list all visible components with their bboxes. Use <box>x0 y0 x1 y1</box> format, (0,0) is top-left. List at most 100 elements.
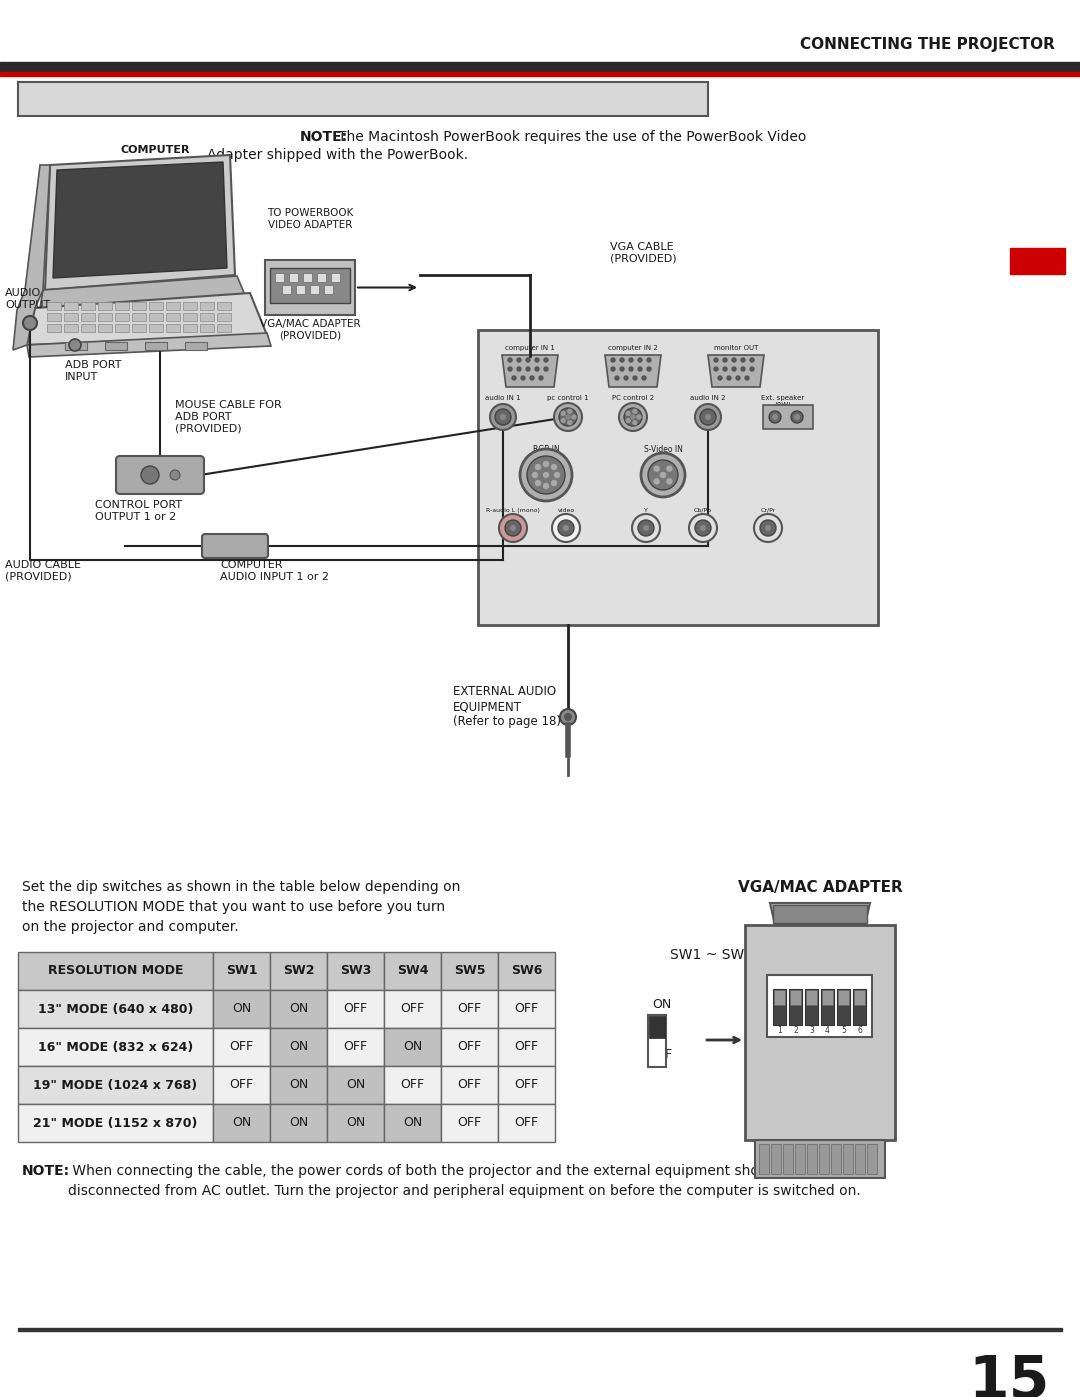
Bar <box>64 324 78 332</box>
Circle shape <box>638 367 642 372</box>
Text: ON: ON <box>346 1078 365 1091</box>
Text: ON: ON <box>346 1116 365 1130</box>
Circle shape <box>508 367 512 372</box>
Bar <box>48 324 60 332</box>
Circle shape <box>562 412 565 415</box>
Circle shape <box>611 358 615 362</box>
Circle shape <box>619 402 647 432</box>
Bar <box>762 405 813 429</box>
Text: NOTE:: NOTE: <box>22 1164 70 1178</box>
Text: 21" MODE (1152 x 870): 21" MODE (1152 x 870) <box>33 1116 198 1130</box>
Text: OFF: OFF <box>458 1003 482 1016</box>
Circle shape <box>543 461 549 467</box>
Bar <box>275 272 284 282</box>
Bar <box>217 302 231 310</box>
Text: RESOLUTION MODE: RESOLUTION MODE <box>48 964 184 978</box>
Circle shape <box>633 420 637 425</box>
Text: ON: ON <box>288 1116 308 1130</box>
Bar <box>64 313 78 321</box>
Circle shape <box>552 514 580 542</box>
Bar <box>318 272 326 282</box>
Circle shape <box>508 358 512 362</box>
Text: OFF: OFF <box>229 1078 254 1091</box>
Text: ON: ON <box>288 1003 308 1016</box>
Bar <box>98 324 112 332</box>
Circle shape <box>519 448 572 502</box>
Circle shape <box>517 358 521 362</box>
Circle shape <box>735 376 740 380</box>
Bar <box>767 975 872 1037</box>
Bar <box>384 990 441 1028</box>
Bar <box>270 951 327 990</box>
Circle shape <box>727 376 731 380</box>
Text: VGA/MAC ADAPTER
(PROVIDED): VGA/MAC ADAPTER (PROVIDED) <box>259 319 361 341</box>
Bar <box>384 1104 441 1141</box>
Bar <box>773 989 786 1025</box>
Bar <box>831 1144 841 1173</box>
Circle shape <box>760 520 777 536</box>
Circle shape <box>769 411 781 423</box>
Bar <box>755 1140 885 1178</box>
Circle shape <box>700 409 716 425</box>
Circle shape <box>750 367 754 372</box>
Text: 1: 1 <box>778 1025 782 1035</box>
Circle shape <box>629 358 633 362</box>
Bar <box>327 1028 384 1066</box>
Text: TO POWERBOOK
VIDEO ADAPTER: TO POWERBOOK VIDEO ADAPTER <box>267 208 353 231</box>
Bar <box>648 1016 666 1067</box>
Bar <box>132 302 146 310</box>
Text: VGA CABLE
(PROVIDED): VGA CABLE (PROVIDED) <box>610 242 677 264</box>
Bar <box>771 1144 781 1173</box>
Bar <box>81 324 95 332</box>
Circle shape <box>536 464 540 469</box>
Bar <box>327 1066 384 1104</box>
Circle shape <box>637 415 642 419</box>
Text: disconnected from AC outlet. Turn the projector and peripheral equipment on befo: disconnected from AC outlet. Turn the pr… <box>68 1185 861 1199</box>
Circle shape <box>559 408 577 426</box>
Text: SW2: SW2 <box>283 964 314 978</box>
Circle shape <box>732 367 735 372</box>
Text: Cb/Pb: Cb/Pb <box>694 509 712 513</box>
Text: SW3: SW3 <box>340 964 372 978</box>
Circle shape <box>568 420 571 425</box>
Text: ON: ON <box>771 978 785 988</box>
Circle shape <box>564 712 572 721</box>
Bar <box>265 260 355 314</box>
Circle shape <box>629 367 633 372</box>
Text: EXTERNAL AUDIO
EQUIPMENT
(Refer to page 18): EXTERNAL AUDIO EQUIPMENT (Refer to page … <box>453 685 561 728</box>
Text: CONNECTING A MACINTOSH POWERBOOK COMPUTER: CONNECTING A MACINTOSH POWERBOOK COMPUTE… <box>28 89 612 109</box>
Text: pc control 1: pc control 1 <box>548 395 589 401</box>
Circle shape <box>505 520 521 536</box>
Bar <box>795 1144 805 1173</box>
Text: The Macintosh PowerBook requires the use of the PowerBook Video: The Macintosh PowerBook requires the use… <box>338 130 807 144</box>
Bar <box>270 1104 327 1141</box>
Circle shape <box>552 481 556 486</box>
Text: video: video <box>557 509 575 513</box>
Text: ON: ON <box>288 1041 308 1053</box>
Circle shape <box>633 376 637 380</box>
Bar <box>213 1066 270 1104</box>
Circle shape <box>624 376 627 380</box>
Bar <box>805 989 818 1025</box>
Circle shape <box>745 376 750 380</box>
Bar <box>18 990 213 1028</box>
Text: 15: 15 <box>969 1354 1050 1397</box>
Circle shape <box>654 479 659 483</box>
Bar <box>649 1016 665 1038</box>
Bar <box>149 313 163 321</box>
Bar <box>217 324 231 332</box>
FancyBboxPatch shape <box>116 455 204 495</box>
Text: Y: Y <box>644 509 648 513</box>
Bar <box>81 302 95 310</box>
Text: OFF: OFF <box>229 1041 254 1053</box>
Circle shape <box>535 358 539 362</box>
Bar <box>819 1144 829 1173</box>
Circle shape <box>633 409 637 414</box>
Circle shape <box>510 525 516 531</box>
Text: OFF: OFF <box>458 1041 482 1053</box>
Text: 16" MODE (832 x 624): 16" MODE (832 x 624) <box>38 1041 193 1053</box>
Bar <box>166 324 180 332</box>
Bar <box>18 1104 213 1141</box>
Text: OFF: OFF <box>458 1078 482 1091</box>
Text: COMPUTER
AUDIO INPUT 1 or 2: COMPUTER AUDIO INPUT 1 or 2 <box>220 560 329 581</box>
